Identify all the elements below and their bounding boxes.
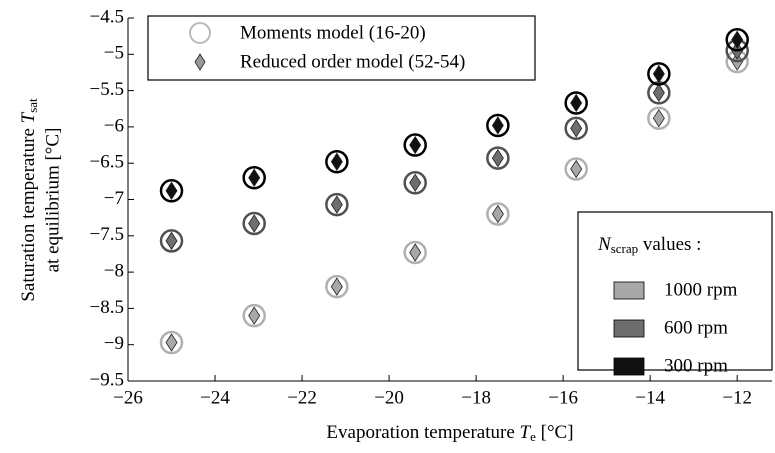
legend-label: 1000 rpm xyxy=(664,279,738,300)
y-tick-label: −7 xyxy=(104,188,124,209)
legend-box xyxy=(147,15,536,81)
y-axis-label: Saturation temperature Tsat xyxy=(18,98,40,302)
legend-label: 600 rpm xyxy=(664,317,728,338)
reduced-point xyxy=(409,173,422,193)
moments-point xyxy=(403,240,427,265)
reduced-point xyxy=(731,30,744,50)
x-tick-label: −14 xyxy=(635,387,665,408)
legend-marker xyxy=(189,22,211,44)
x-tick-label: −26 xyxy=(113,387,143,408)
reduced-point xyxy=(491,204,504,224)
reduced-point xyxy=(570,119,583,138)
reduced-point xyxy=(248,168,261,187)
reduced-point xyxy=(330,195,343,214)
y-tick-label: −4.5 xyxy=(90,6,124,27)
legend-swatch xyxy=(613,319,645,338)
moments-point xyxy=(647,62,671,86)
legend-label: Reduced order model (52-54) xyxy=(240,51,465,72)
y-tick-label: −5 xyxy=(104,43,124,64)
reduced-point xyxy=(652,64,665,84)
moments-point xyxy=(159,229,184,253)
moments-point xyxy=(403,133,427,157)
legend-box xyxy=(577,211,773,371)
y-axis-label: at equilibrium [°C] xyxy=(42,128,63,273)
moments-point xyxy=(325,149,349,174)
reduced-point xyxy=(248,214,261,233)
reduced-point xyxy=(248,306,261,325)
y-tick-label: −7.5 xyxy=(90,224,124,245)
reduced-point xyxy=(570,159,583,179)
moments-point xyxy=(486,113,510,138)
moments-point xyxy=(564,91,588,115)
moments-point xyxy=(242,211,266,236)
moments-point xyxy=(725,28,749,52)
x-tick-label: −12 xyxy=(722,387,752,408)
legend-swatch xyxy=(613,281,645,300)
moments-point xyxy=(486,202,510,226)
moments-point xyxy=(325,274,349,299)
x-axis-label: Evaporation temperature Te [°C] xyxy=(326,422,573,444)
x-tick-label: −18 xyxy=(461,387,491,408)
moments-point xyxy=(403,171,427,195)
moments-point xyxy=(486,146,510,170)
moments-point xyxy=(242,303,266,328)
reduced-point xyxy=(409,135,422,155)
legend-title-sub: scrap xyxy=(611,241,638,256)
moments-point xyxy=(564,157,588,181)
reduced-point xyxy=(491,148,504,168)
y-tick-label: −9 xyxy=(104,333,124,354)
y-tick-label: −8 xyxy=(104,260,124,281)
y-tick-label: −5.5 xyxy=(90,79,124,100)
reduced-point xyxy=(330,152,343,171)
legend-marker xyxy=(194,53,206,71)
reduced-point xyxy=(652,108,665,128)
reduced-point xyxy=(491,116,504,135)
legend-label: Moments model (16-20) xyxy=(240,22,426,43)
y-tick-label: −6 xyxy=(104,115,124,136)
x-tick-label: −16 xyxy=(548,387,578,408)
reduced-point xyxy=(570,93,583,113)
y-tick-label: −8.5 xyxy=(90,297,124,318)
legend-title-text: values : xyxy=(638,234,701,255)
legend-swatch xyxy=(613,357,645,376)
x-tick-label: −20 xyxy=(374,387,404,408)
legend-title: Nscrap values : xyxy=(597,234,701,256)
moments-point xyxy=(159,330,184,355)
moments-point xyxy=(325,192,349,217)
reduced-point xyxy=(409,243,422,262)
moments-point xyxy=(564,116,588,141)
reduced-point xyxy=(165,333,178,352)
moments-point xyxy=(242,165,266,190)
y-tick-label: −9.5 xyxy=(90,369,124,390)
legend-title-symbol: N xyxy=(597,234,612,255)
moments-point xyxy=(159,179,184,203)
reduced-point xyxy=(165,181,178,201)
reduced-point xyxy=(330,277,343,296)
x-tick-label: −24 xyxy=(200,387,230,408)
reduced-point xyxy=(165,231,178,251)
y-tick-label: −6.5 xyxy=(90,152,124,173)
x-tick-label: −22 xyxy=(287,387,317,408)
legend-label: 300 rpm xyxy=(664,355,728,376)
reduced-point xyxy=(652,83,665,103)
moments-point xyxy=(647,106,671,130)
